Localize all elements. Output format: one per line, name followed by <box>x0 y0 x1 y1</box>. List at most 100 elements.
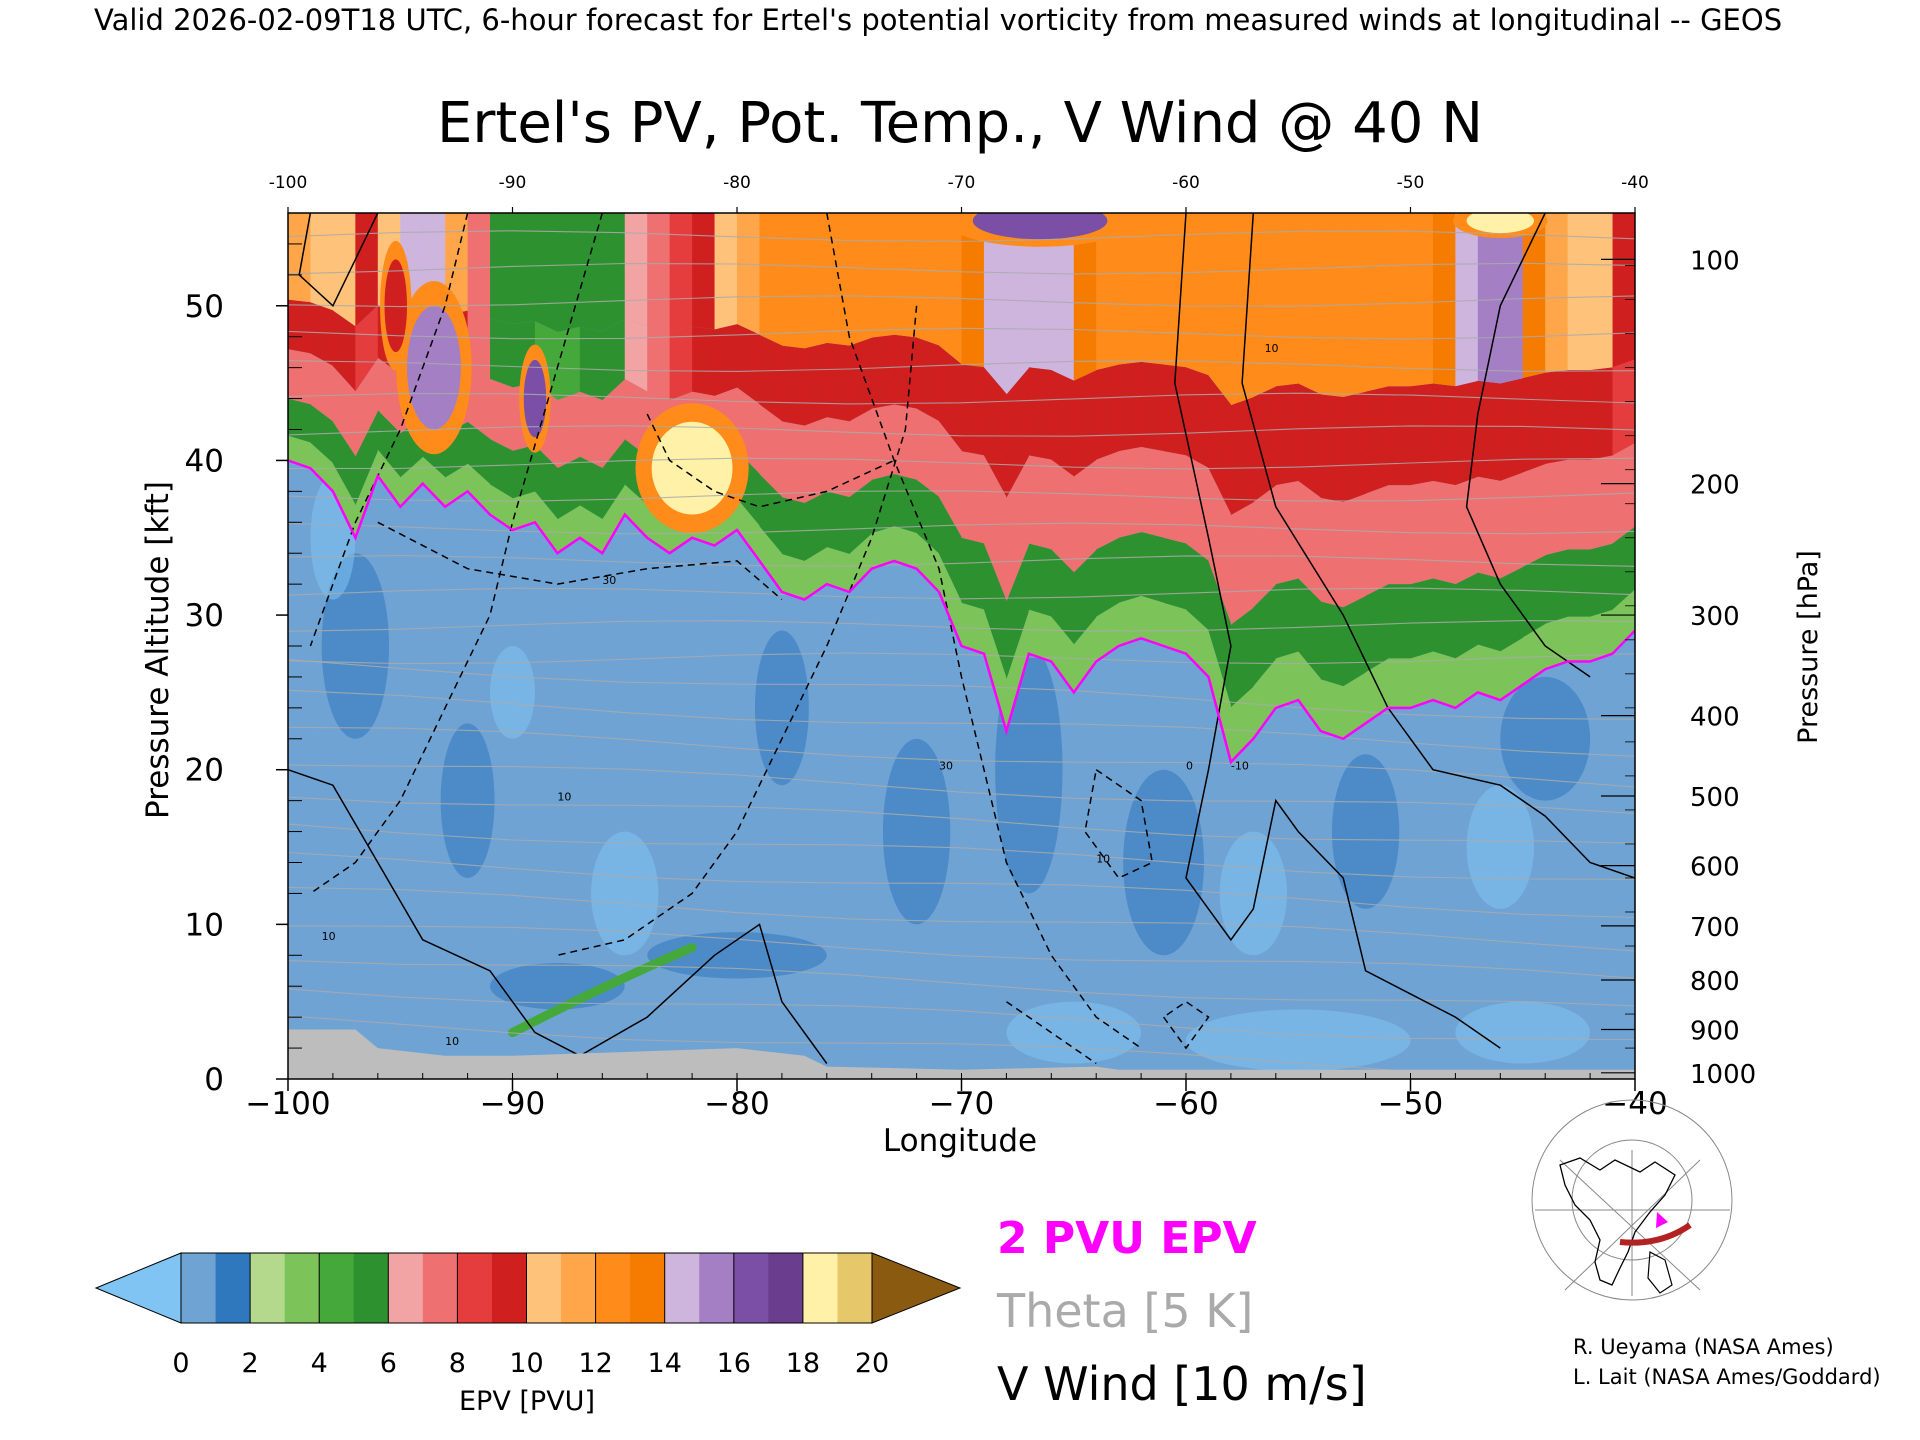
y-right-tick-label: 1000 <box>1690 1060 1756 1090</box>
pv-band-cell <box>1163 602 1187 654</box>
y-axis-right: 100 200 300 400 500 600 700 800 900 1000 <box>1601 246 1756 1090</box>
pv-band-cell <box>894 334 918 409</box>
pv-pocket <box>972 213 1108 240</box>
pv-band-cell <box>939 421 963 538</box>
v-wind-label: 10 <box>322 930 336 943</box>
x-top-tick-label: -70 <box>948 173 976 193</box>
y-right-tick-label: 400 <box>1690 703 1740 733</box>
pv-band-cell <box>916 408 940 498</box>
pv-band-cell <box>894 526 918 569</box>
theta-line <box>288 851 1635 919</box>
pv-band-cell <box>1388 386 1412 486</box>
pv-band-cell <box>1073 459 1097 573</box>
pv-band-cell <box>759 213 783 346</box>
pv-2pvu-contour <box>288 459 1635 765</box>
y-left-tick-label: 20 <box>185 753 224 789</box>
pv-band-cell <box>1365 485 1389 596</box>
x-top-tick-label: -50 <box>1397 173 1425 193</box>
pv-patch <box>1006 1001 1142 1064</box>
x-tick-label: −70 <box>929 1086 994 1122</box>
pv-pocket <box>384 259 407 353</box>
colorbar-tick-label: 16 <box>717 1348 751 1379</box>
x-tick-label: −50 <box>1378 1086 1443 1122</box>
pv-band-cell <box>557 326 581 401</box>
legend-wind-label: V Wind [10 m/s] <box>997 1357 1367 1411</box>
y-right-tick-label: 200 <box>1690 471 1740 501</box>
y-axis-left-label: Pressure Altitude [kft] <box>140 481 176 819</box>
y-right-tick-label: 500 <box>1690 783 1740 813</box>
pv-band-cell <box>983 543 1007 680</box>
pv-band-cell <box>332 310 356 392</box>
pv-band-cell <box>310 213 334 311</box>
pv-band-cell <box>669 326 693 401</box>
pv-band-cell <box>849 337 873 422</box>
pv-band-cell <box>1477 476 1501 579</box>
pv-patch <box>1331 754 1400 909</box>
pv-band-cell <box>1590 543 1614 617</box>
y-axis-right-label: Pressure [hPa] <box>1793 550 1824 744</box>
pv-band-cell <box>1522 372 1546 473</box>
pv-band-cell <box>310 442 334 492</box>
pv-band-cell <box>579 213 603 333</box>
pv-band-cell <box>332 421 356 506</box>
pv-band-cell <box>1275 651 1299 708</box>
theta-line <box>288 620 1635 632</box>
pv-band-cell <box>1163 537 1187 610</box>
pv-band-cell <box>1500 566 1524 652</box>
pv-band-cell <box>355 305 379 392</box>
pv-band-cell <box>1253 658 1277 739</box>
pv-band-cell <box>1410 578 1434 659</box>
pv-band-cell <box>310 353 334 422</box>
theta-line <box>288 823 1635 880</box>
pv-patch <box>1123 769 1204 956</box>
v-wind-line <box>646 413 895 508</box>
pv-band-cell <box>1208 375 1232 515</box>
pv-band-cell <box>1477 644 1501 701</box>
colorbar-bin <box>526 1253 562 1323</box>
pv-band-cell <box>871 473 895 534</box>
x-tick-label: −80 <box>704 1086 769 1122</box>
pv-band-cell <box>1545 369 1569 464</box>
pv-band-cell <box>1141 361 1165 452</box>
pv-band-cell <box>871 526 895 569</box>
pv-pocket <box>1466 213 1534 234</box>
pv-band-cell <box>1230 213 1254 406</box>
pv-band-cell <box>1118 213 1142 365</box>
pv-band-cell <box>804 417 828 503</box>
theta-line <box>288 587 1635 600</box>
pv-band-cell <box>647 326 671 401</box>
plot-area: 10 30 30 0 -10 10 10 10 10 <box>288 213 1635 1079</box>
pv-band-cell <box>490 484 514 531</box>
pv-band-cell <box>1230 502 1254 625</box>
pv-band-cell <box>1186 543 1210 631</box>
theta-line <box>288 457 1635 470</box>
pv-band-cell <box>916 479 940 554</box>
pv-band-cell <box>288 349 312 405</box>
pv-band-cell <box>1343 493 1367 608</box>
pv-band-cell <box>1073 213 1097 381</box>
colorbar-tick-label: 18 <box>786 1348 820 1379</box>
pv-band-cell <box>557 213 581 333</box>
pv-band-cell <box>1590 609 1614 662</box>
pv-band-cell <box>490 439 514 499</box>
pv-pocket <box>651 421 733 515</box>
pv-band-cell <box>1477 572 1501 652</box>
v-wind-label: 10 <box>1265 342 1279 355</box>
pv-band-cell <box>1455 213 1479 387</box>
pv-band-cell <box>1253 584 1277 687</box>
colorbar-bin <box>733 1253 769 1323</box>
pv-band-cell <box>804 491 828 561</box>
colorbar-bin <box>215 1253 251 1323</box>
x-axis-label: Longitude <box>883 1123 1037 1159</box>
pv-band-cell <box>1567 213 1591 370</box>
y-axis-left: 0 10 20 30 40 50 <box>185 243 302 1098</box>
pv-band-cell <box>1567 549 1591 617</box>
theta-line <box>288 490 1635 502</box>
x-tick-label: −40 <box>1602 1086 1667 1122</box>
theta-line <box>288 726 1635 788</box>
pv-band-cell <box>894 213 918 338</box>
pv-band-cell <box>1567 459 1591 550</box>
v-wind-label: 10 <box>1096 853 1110 866</box>
v-wind-line <box>557 305 918 957</box>
pv-band-cell <box>1455 644 1479 708</box>
